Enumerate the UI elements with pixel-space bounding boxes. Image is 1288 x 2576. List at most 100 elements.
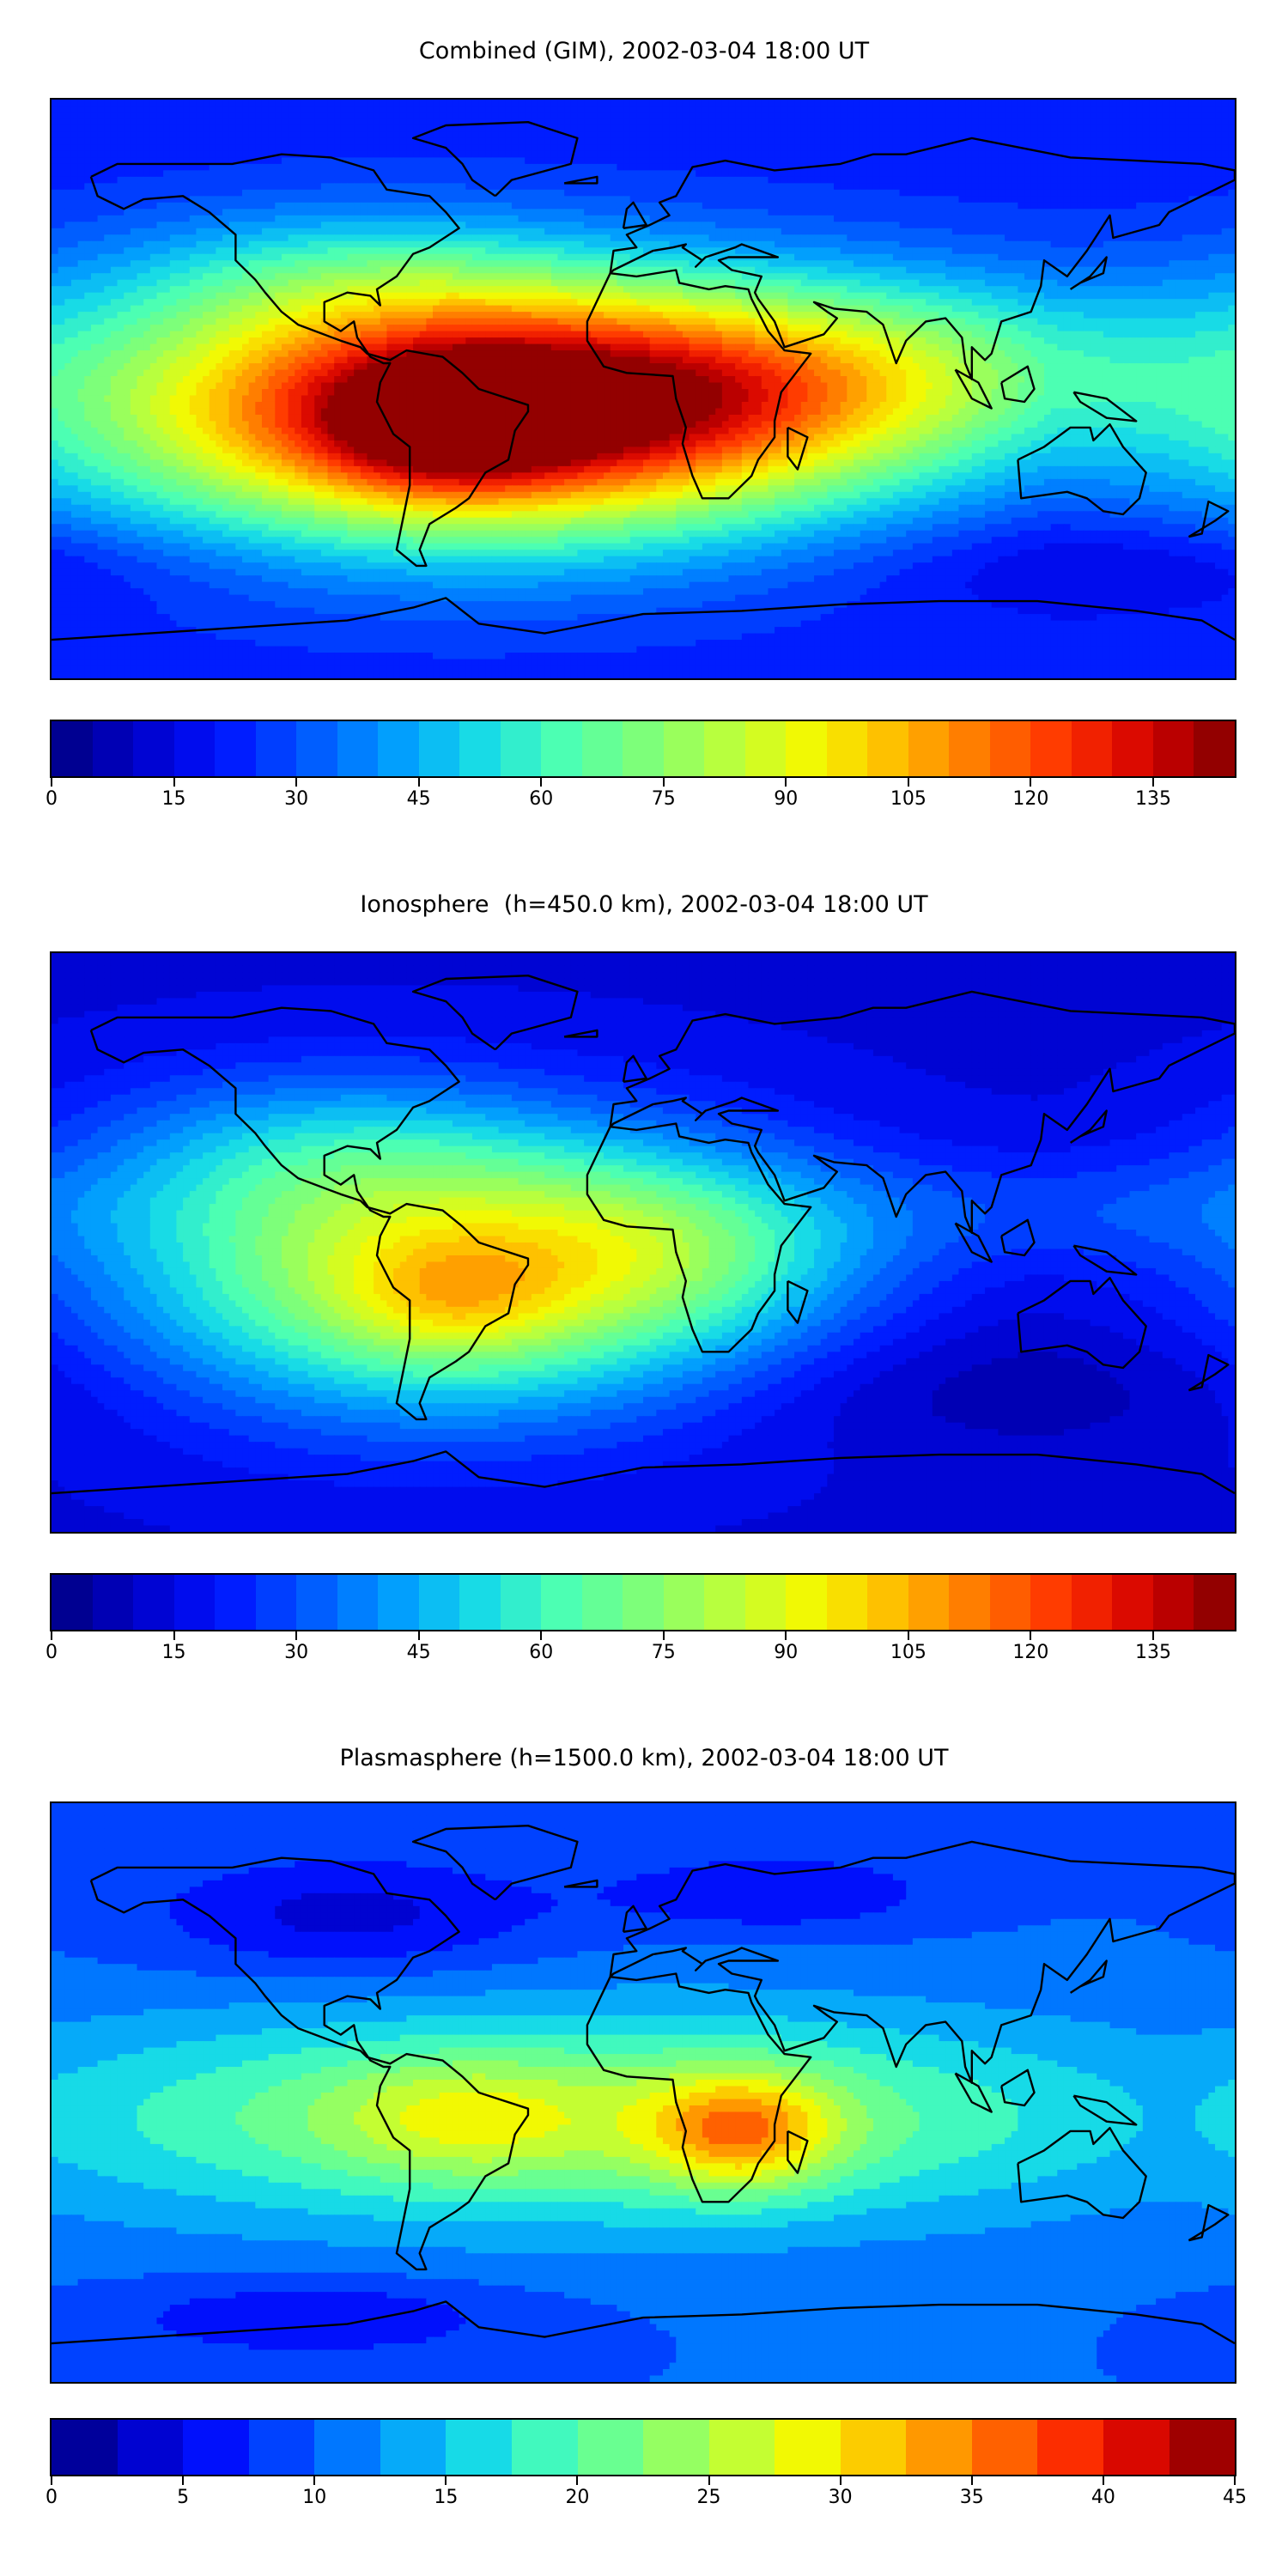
colorbar-segment [314, 2420, 380, 2475]
colorbar-tick-label: 90 [774, 788, 798, 810]
colorbar-segment [215, 1575, 256, 1630]
colorbar-tick-label: 45 [1223, 2487, 1247, 2508]
colorbar-tick [1151, 1631, 1154, 1640]
coastline [1072, 2094, 1138, 2126]
colorbar-tick-label: 15 [162, 1642, 186, 1663]
colorbar-tick [785, 778, 787, 787]
map-plasmasphere [50, 1801, 1236, 2384]
colorbar-segment [183, 2420, 249, 2475]
colorbar-tick-label: 0 [46, 788, 58, 810]
colorbar-tick [970, 2476, 973, 2485]
colorbar-tick-label: 5 [177, 2487, 189, 2508]
colorbar-segment [52, 721, 93, 776]
colorbar-tick [907, 778, 909, 787]
colorbar-segment [380, 2420, 447, 2475]
colorbar-segment [92, 721, 134, 776]
colorbar-segment [971, 2420, 1038, 2475]
coastline [954, 2072, 993, 2113]
colorbar-tick [662, 778, 665, 787]
coastline [563, 1029, 598, 1038]
contour-field [52, 953, 1235, 1532]
coastline [1017, 423, 1147, 516]
coastline [411, 975, 579, 1051]
colorbar-tick-label: 90 [774, 1642, 798, 1663]
colorbar-segment [1194, 1575, 1235, 1630]
colorbar-tick-label: 0 [46, 2487, 58, 2508]
colorbar-tick [295, 778, 298, 787]
colorbar-segment [500, 1575, 542, 1630]
colorbar-segment [1169, 2420, 1236, 2475]
colorbar-segment [775, 2420, 841, 2475]
panel-title-combined: Combined (GIM), 2002-03-04 18:00 UT [0, 38, 1288, 64]
colorbar-segment [989, 1575, 1031, 1630]
coastline [622, 1905, 647, 1933]
colorbar-segment [337, 1575, 379, 1630]
coastline [1188, 1353, 1230, 1392]
coastlines [52, 121, 1235, 641]
colorbar-segment [541, 721, 582, 776]
colorbar-tick-label: 30 [284, 1642, 308, 1663]
coastline [1000, 1218, 1036, 1257]
colorbar-tick-label: 105 [890, 788, 927, 810]
coastline [609, 1840, 1235, 2084]
colorbar-tick-label: 0 [46, 1642, 58, 1663]
colorbar-segment [623, 721, 664, 776]
colorbar-segment [581, 721, 623, 776]
colorbar-segment [418, 1575, 460, 1630]
colorbar-segment [117, 2420, 184, 2475]
coastline [787, 2129, 809, 2174]
panel-title-ionosphere: Ionosphere (h=450.0 km), 2002-03-04 18:0… [0, 891, 1288, 918]
coastline [89, 1006, 530, 1421]
colorbar-segment [1194, 721, 1235, 776]
coastline [586, 1972, 812, 2203]
coastline [1072, 391, 1138, 422]
contour-field [52, 100, 1235, 678]
colorbar-tick-label: 25 [697, 2487, 721, 2508]
colorbar-tick [839, 2476, 841, 2485]
coastline [89, 1856, 530, 2271]
coastline [586, 269, 812, 500]
colorbar-tick-label: 20 [565, 2487, 589, 2508]
coastline [1069, 1959, 1108, 1994]
colorbar-tick [1030, 778, 1032, 787]
colorbar-segment [577, 2420, 644, 2475]
colorbar-segment [378, 721, 419, 776]
coastline [1000, 2069, 1036, 2107]
colorbar-segment [826, 721, 868, 776]
colorbar-segment [1152, 721, 1194, 776]
colorbar-segment [92, 1575, 134, 1630]
colorbar-tick [173, 778, 175, 787]
coastline [1188, 500, 1230, 538]
coastline [586, 1122, 812, 1353]
colorbar-ionosphere [50, 1573, 1236, 1631]
colorbar-tick [1030, 1631, 1032, 1640]
colorbar-segment [511, 2420, 578, 2475]
colorbar-segment [989, 721, 1031, 776]
colorbar-tick-label: 15 [162, 788, 186, 810]
colorbar-segment [704, 1575, 745, 1630]
coastline [89, 153, 530, 568]
colorbar-tick-label: 105 [890, 1642, 927, 1663]
colorbar-segment [908, 721, 950, 776]
colorbar-segment [744, 721, 787, 776]
colorbar-tick [417, 1631, 420, 1640]
colorbar-tick-label: 60 [529, 1642, 553, 1663]
colorbar-segment [337, 721, 379, 776]
colorbar-tick [785, 1631, 787, 1640]
colorbar-segment [248, 2420, 315, 2475]
coastline [787, 1279, 809, 1324]
coastline [609, 990, 1235, 1234]
colorbar-tick-label: 60 [529, 788, 553, 810]
colorbar-tick [540, 778, 543, 787]
coastline [1000, 365, 1036, 404]
colorbar-segment [1071, 1575, 1113, 1630]
colorbar-tick-label: 40 [1091, 2487, 1115, 2508]
colorbar-segment [52, 1575, 93, 1630]
colorbar-segment [867, 1575, 908, 1630]
colorbar-tick [540, 1631, 543, 1640]
colorbar-tick [51, 778, 52, 787]
coastline [1069, 1109, 1108, 1144]
colorbar-tick [295, 1631, 298, 1640]
colorbar-ticks-ionosphere: 0 15 30 45 60 75 90 105 120 135 [46, 1631, 1236, 1666]
coastline [52, 597, 1235, 641]
